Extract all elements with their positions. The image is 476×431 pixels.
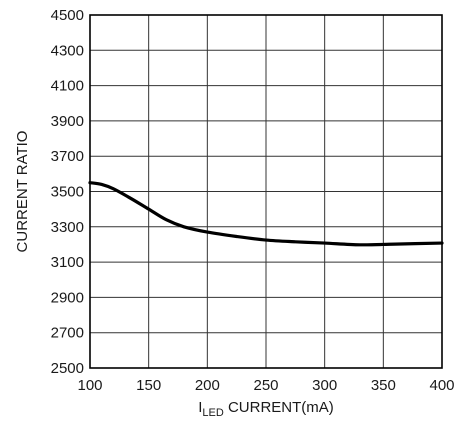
y-tick-label: 4500 [51, 7, 84, 24]
y-tick-label: 2900 [51, 289, 84, 306]
y-tick-label: 2500 [51, 360, 84, 377]
x-tick-label: 200 [195, 377, 220, 394]
y-tick-label: 3700 [51, 148, 84, 165]
y-tick-label: 2700 [51, 325, 84, 342]
y-tick-label: 4300 [51, 42, 84, 59]
x-tick-label: 100 [77, 377, 102, 394]
x-axis-label-subscript: LED [202, 407, 223, 419]
series-line [88, 181, 444, 247]
y-tick-label: 4100 [51, 78, 84, 95]
y-tick-labels: 2500 2700 2900 3100 3300 3500 3700 3900 4100 4300… [51, 7, 84, 377]
x-tick-label: 350 [371, 377, 396, 394]
x-tick-label: 150 [136, 377, 161, 394]
x-axis-label-prefix: I [198, 399, 202, 416]
x-tick-label: 300 [312, 377, 337, 394]
x-axis-label-suffix: CURRENT(mA) [224, 399, 334, 416]
y-axis-label: CURRENT RATIO [14, 131, 31, 253]
x-tick-label: 250 [253, 377, 278, 394]
grid [89, 14, 443, 369]
x-axis-label: ILED CURRENT(mA) [198, 399, 334, 419]
plot-frame [89, 14, 443, 369]
y-tick-label: 3500 [51, 184, 84, 201]
x-tick-labels: 100 150 200 250 300 350 400 [77, 377, 454, 394]
y-tick-label: 3100 [51, 254, 84, 271]
y-tick-label: 3300 [51, 219, 84, 236]
y-tick-label: 3900 [51, 113, 84, 130]
series-group [88, 181, 444, 247]
x-tick-label: 400 [429, 377, 454, 394]
